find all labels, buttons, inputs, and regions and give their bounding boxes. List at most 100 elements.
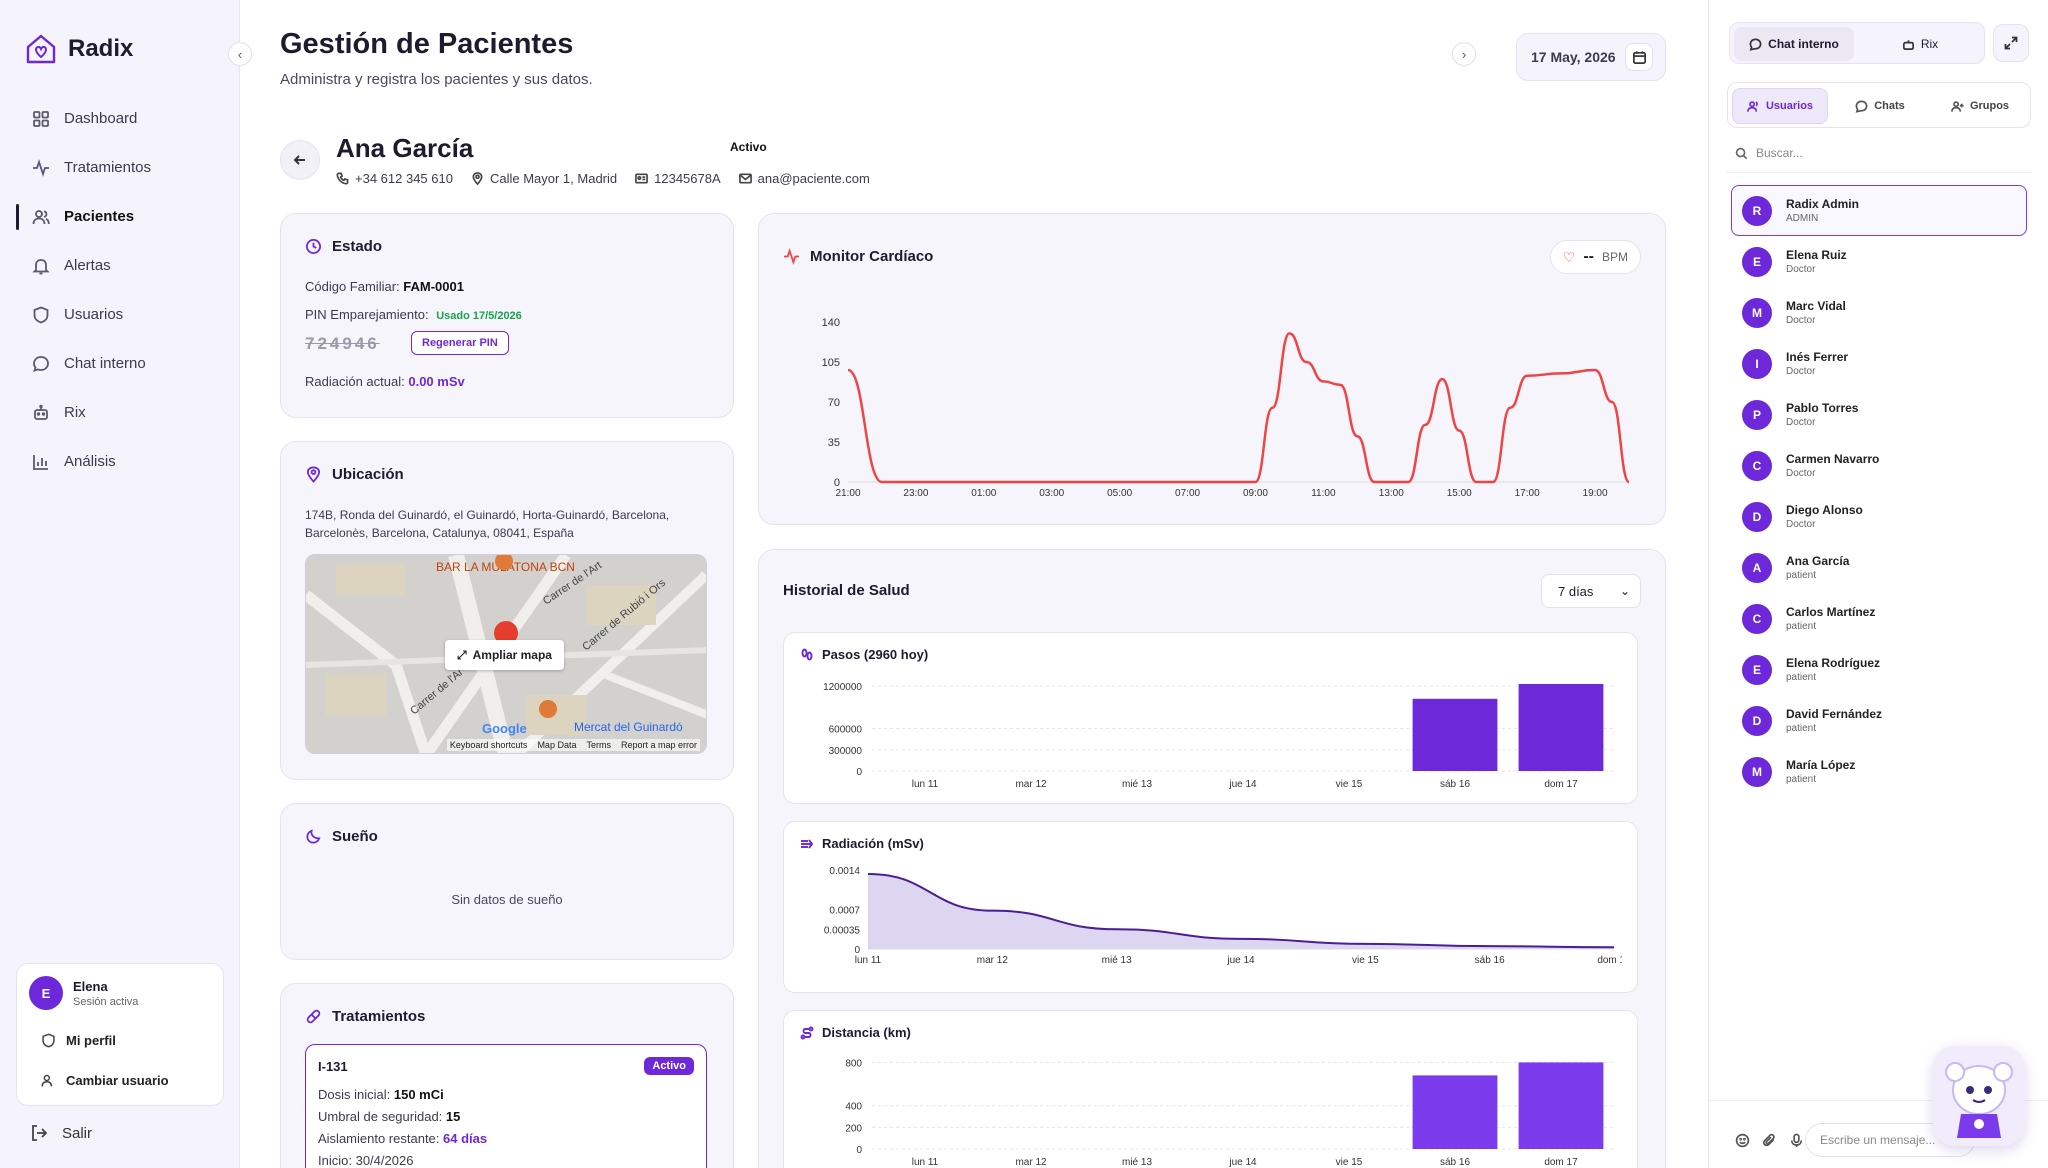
date-picker[interactable]: 17 May, 2026: [1516, 33, 1666, 81]
switch-user-link[interactable]: Cambiar usuario: [17, 1060, 223, 1100]
chat-user-item[interactable]: P Pablo Torres Doctor: [1731, 389, 2027, 440]
range-value: 7 días: [1558, 583, 1594, 599]
heart-rate-series-line: [847, 332, 1631, 484]
avatar: A: [1742, 552, 1772, 583]
chat-user-item[interactable]: D Diego Alonso Doctor: [1731, 491, 2027, 542]
sidebar-item-chat-interno[interactable]: Chat interno: [16, 339, 224, 388]
microphone-icon[interactable]: [1789, 1133, 1804, 1148]
sidebar-item-pacientes[interactable]: Pacientes: [16, 192, 224, 241]
x-tick-label: dom 17: [1544, 779, 1578, 790]
map-footer-report[interactable]: Report a map error: [620, 740, 697, 750]
range-select[interactable]: 7 días ⌄: [1541, 574, 1641, 608]
avatar: M: [1742, 756, 1772, 787]
sidebar-item-rix[interactable]: Rix: [16, 388, 224, 437]
tab-rix[interactable]: Rix: [1860, 27, 1980, 61]
address-value: Calle Mayor 1, Madrid: [489, 171, 618, 186]
chat-user-item[interactable]: I Inés Ferrer Doctor: [1731, 338, 2027, 389]
sidebar-item-alertas[interactable]: Alertas: [16, 241, 224, 290]
x-tick-label: dom 17: [1544, 1157, 1578, 1168]
arrow-left-icon: [293, 155, 305, 165]
activity-icon: [33, 158, 49, 177]
bar: [1518, 1062, 1604, 1149]
sidebar-item-label: Usuarios: [64, 306, 124, 323]
chat-user-item[interactable]: A Ana García patient: [1731, 542, 2027, 593]
map-footer-terms[interactable]: Terms: [586, 740, 611, 750]
chat-user-item[interactable]: C Carlos Martínez patient: [1731, 593, 2027, 644]
regenerate-pin-button[interactable]: Regenerar PIN: [411, 331, 509, 355]
x-tick-label: 17:00: [1515, 488, 1540, 499]
chat-user-name: Diego Alonso: [1786, 503, 1863, 517]
y-tick-label: 200: [845, 1123, 862, 1134]
estado-title: Estado: [305, 238, 382, 255]
sidebar-item-label: Dashboard: [64, 110, 138, 127]
radiation-waves-icon: [801, 838, 814, 849]
health-history-title: Historial de Salud: [783, 582, 910, 599]
treatment-item[interactable]: I-131 Activo Dosis inicial: 150 mCi Umbr…: [305, 1044, 707, 1168]
sleep-empty-state: Sin datos de sueño: [451, 892, 563, 907]
x-tick-label: sáb 16: [1440, 1157, 1470, 1168]
tab-chats[interactable]: Chats: [1832, 88, 1928, 124]
chat-user-item[interactable]: D David Fernández patient: [1731, 695, 2027, 746]
radiation-area-fill: [868, 873, 1614, 949]
chat-user-item[interactable]: M Marc Vidal Doctor: [1731, 287, 2027, 338]
y-tick-label: 0: [856, 767, 862, 778]
main-content: Gestión de Pacientes Administra y regist…: [241, 0, 1707, 1168]
search-input[interactable]: Buscar...: [1756, 146, 1803, 160]
expand-chat-button[interactable]: [1993, 24, 2029, 62]
tab-usuarios[interactable]: Usuarios: [1732, 88, 1828, 124]
chat-user-name: Elena Ruiz: [1786, 248, 1847, 262]
chat-user-item[interactable]: E Elena Rodríguez patient: [1731, 644, 2027, 695]
collapse-sidebar-button[interactable]: ‹: [228, 42, 252, 66]
chat-user-item[interactable]: C Carmen Navarro Doctor: [1731, 440, 2027, 491]
tab-chat-interno[interactable]: Chat interno: [1734, 27, 1854, 61]
users-icon: [32, 209, 50, 224]
location-map[interactable]: BAR LA MULATONA BCN Carrer de l'Art Carr…: [305, 554, 707, 754]
chat-user-name: Ana García: [1786, 554, 1850, 568]
map-footer-data[interactable]: Map Data: [537, 740, 577, 750]
my-profile-label: Mi perfil: [66, 1032, 116, 1048]
sidebar-item-label: Rix: [64, 404, 86, 421]
current-user[interactable]: E Elena Sesión activa: [17, 964, 223, 1010]
x-tick-label: 23:00: [903, 488, 928, 499]
chat-sub-tabs: Usuarios Chats Grupos: [1727, 82, 2031, 128]
user-search[interactable]: Buscar...: [1735, 146, 1803, 160]
chat-user-item[interactable]: R Radix Admin ADMIN: [1731, 185, 2027, 236]
phone-value: +34 612 345 610: [355, 171, 453, 186]
map-footer-shortcuts[interactable]: Keyboard shortcuts: [449, 740, 528, 750]
sidebar-item-tratamientos[interactable]: Tratamientos: [16, 143, 224, 192]
sidebar-item-usuarios[interactable]: Usuarios: [16, 290, 224, 339]
sidebar-item-dashboard[interactable]: Dashboard: [16, 94, 224, 143]
chat-user-item[interactable]: E Elena Ruiz Doctor: [1731, 236, 2027, 287]
chat-user-role: patient: [1786, 621, 1817, 632]
collapse-chat-button[interactable]: ›: [1452, 42, 1476, 66]
id-card-icon: [635, 173, 649, 184]
patient-id: 12345678A: [635, 171, 721, 186]
sidebar: Radix Dashboard Tratamientos Pacientes A…: [0, 0, 240, 1168]
x-tick-label: lun 11: [912, 1157, 939, 1168]
expand-map-button[interactable]: ⤢ Ampliar mapa: [445, 640, 564, 670]
restaurant-icon: [495, 555, 513, 570]
avatar: C: [1742, 603, 1772, 634]
x-tick-label: dom 17: [1597, 955, 1622, 966]
user-list: R Radix Admin ADMIN E Elena Ruiz Doctor M Marc …: [1731, 185, 2027, 797]
house-heart-logo-icon: [26, 34, 56, 64]
tratamientos-title-text: Tratamientos: [332, 1008, 426, 1025]
chat-mode-tabs: Chat interno Rix: [1729, 22, 1985, 64]
rix-mascot-button[interactable]: [1933, 1046, 2025, 1146]
emoji-icon[interactable]: [1735, 1133, 1750, 1148]
full-address: 174B, Ronda del Guinardó, el Guinardó, H…: [305, 508, 670, 540]
sidebar-item-analisis[interactable]: Análisis: [16, 437, 224, 486]
back-button[interactable]: [280, 140, 320, 180]
logout-button[interactable]: Salir: [30, 1124, 92, 1142]
brand[interactable]: Radix: [24, 32, 133, 66]
my-profile-link[interactable]: Mi perfil: [17, 1020, 223, 1060]
y-tick-label: 0: [856, 1145, 862, 1156]
distance-chart: 0 200 400 800 lun 11 mar 12 mié 13 jue 14 vie 15…: [845, 1058, 1614, 1168]
start-value: 30/4/2026: [355, 1153, 414, 1168]
chat-user-role: patient: [1786, 570, 1817, 581]
paperclip-icon[interactable]: [1762, 1133, 1777, 1148]
pin-used-status: Usado 17/5/2026: [436, 310, 522, 322]
chat-user-item[interactable]: M María López patient: [1731, 746, 2027, 797]
x-tick-label: mar 12: [1015, 779, 1047, 790]
tab-grupos[interactable]: Grupos: [1932, 88, 2028, 124]
